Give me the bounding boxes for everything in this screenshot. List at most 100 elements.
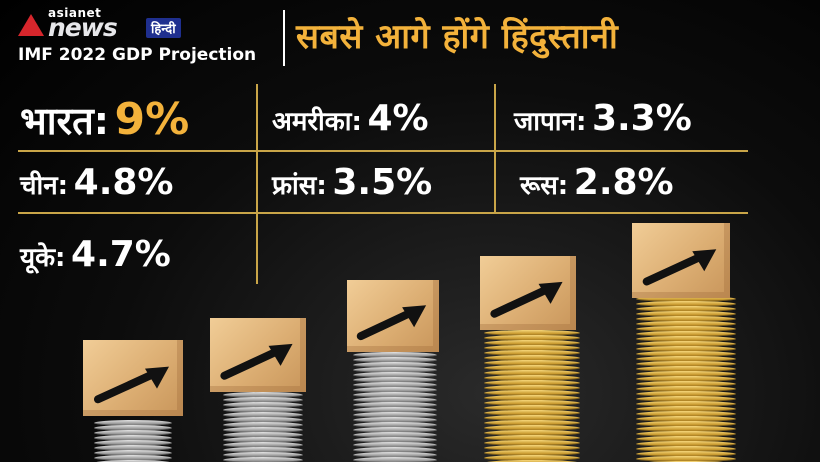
coin-stack-icon	[223, 457, 303, 462]
coin-stack-icon	[636, 411, 736, 417]
coin-stack-icon	[484, 460, 580, 462]
coin-stack-icon	[484, 420, 580, 426]
coin-stack-icon	[353, 407, 437, 413]
coin-stack-icon	[484, 455, 580, 461]
growth-value: 3.5%	[332, 162, 433, 203]
coin-stack-icon	[484, 415, 580, 421]
coin-stack-icon	[94, 450, 172, 456]
coin-stack-icon	[636, 306, 736, 312]
coin-stack-icon	[484, 400, 580, 406]
country-label: जापान:	[514, 107, 587, 137]
coin-stack-icon	[636, 346, 736, 352]
coin-stack-icon	[636, 386, 736, 392]
coin-stack-icon	[94, 455, 172, 461]
coin-stack-icon	[636, 441, 736, 447]
coin-stack-icon	[484, 370, 580, 376]
coin-stack-icon	[636, 436, 736, 442]
coin-stack-icon	[484, 430, 580, 436]
coin-stack-icon	[223, 422, 303, 428]
coin-stack-icon	[353, 367, 437, 373]
wooden-block-icon	[83, 340, 183, 416]
coin-stack-icon	[636, 406, 736, 412]
country-label: यूके:	[20, 243, 66, 273]
up-arrow-icon	[642, 249, 717, 286]
logo-brand-text: asianet	[48, 6, 102, 20]
coin-stack-icon	[223, 417, 303, 423]
coin-stack-icon	[94, 440, 172, 446]
header-divider	[283, 10, 285, 66]
coin-stack-icon	[353, 422, 437, 428]
logo-language-badge: हिन्दी	[146, 18, 181, 38]
country-label: भारत:	[20, 99, 109, 143]
growth-value: 3.3%	[591, 98, 692, 139]
up-arrow-icon	[490, 281, 563, 318]
wooden-block-icon	[480, 256, 576, 330]
coin-stack-icon	[484, 380, 580, 386]
coin-stack-icon	[353, 377, 437, 383]
coin-stack-icon	[484, 335, 580, 341]
coin-stack-icon	[223, 392, 303, 398]
coin-stack-icon	[223, 442, 303, 448]
growth-value: 2.8%	[573, 162, 674, 203]
grid-line-2	[18, 212, 748, 214]
coin-stack-icon	[636, 361, 736, 367]
coin-stack-icon	[636, 336, 736, 342]
coin-stack-icon	[636, 366, 736, 372]
growth-value: 4.8%	[73, 162, 174, 203]
coin-stack-icon	[636, 331, 736, 337]
grid-vline-1	[256, 84, 258, 284]
coin-stack-icon	[636, 421, 736, 427]
coin-stack-icon	[636, 301, 736, 307]
coin-stack-icon	[636, 376, 736, 382]
projection-india: भारत: 9%	[20, 94, 189, 146]
coin-stack-icon	[636, 371, 736, 377]
coin-stack-icon	[484, 435, 580, 441]
country-label: रूस:	[520, 171, 569, 201]
coin-stack-icon	[353, 357, 437, 363]
coin-stack-icon	[223, 397, 303, 403]
coin-stack-icon	[353, 417, 437, 423]
coin-stack-icon	[223, 427, 303, 433]
projection-china: चीन: 4.8%	[20, 162, 174, 203]
wooden-block-icon	[632, 223, 730, 298]
coin-stack-icon	[353, 427, 437, 433]
coin-stack-icon	[636, 381, 736, 387]
coin-stack-icon	[353, 392, 437, 398]
logo-triangle-icon	[18, 14, 44, 36]
coin-stack-icon	[94, 420, 172, 426]
coin-stack-icon	[94, 430, 172, 436]
growth-value: 9%	[114, 94, 190, 145]
coin-stack-icon	[353, 397, 437, 403]
coin-stack-icon	[353, 372, 437, 378]
coin-stack-icon	[484, 330, 580, 336]
coin-stack-icon	[636, 426, 736, 432]
projection-uk: यूके: 4.7%	[20, 234, 171, 275]
coin-stack-icon	[484, 345, 580, 351]
coin-stack-icon	[484, 425, 580, 431]
up-arrow-icon	[356, 305, 427, 341]
coin-stack-icon	[353, 457, 437, 462]
coin-stack-icon	[94, 445, 172, 451]
brand-logo: asianet news हिन्दी	[18, 6, 218, 42]
coin-stack-icon	[636, 401, 736, 407]
subtitle: IMF 2022 GDP Projection	[18, 45, 257, 65]
coin-stack-icon	[636, 351, 736, 357]
coin-stack-icon	[223, 452, 303, 458]
projection-france: फ्रांस: 3.5%	[272, 162, 432, 203]
projection-usa: अमरीका: 4%	[272, 98, 429, 139]
coin-stack-icon	[636, 416, 736, 422]
grid-vline-2	[494, 84, 496, 214]
coin-stack-icon	[94, 435, 172, 441]
logo-news-text: news	[48, 13, 118, 42]
coin-stack-icon	[636, 311, 736, 317]
coin-stack-icon	[353, 352, 437, 358]
coin-stack-icon	[484, 440, 580, 446]
coin-stack-icon	[353, 362, 437, 368]
coin-stack-icon	[223, 432, 303, 438]
coin-stack-icon	[636, 431, 736, 437]
coin-stack-icon	[353, 412, 437, 418]
coin-stack-icon	[484, 360, 580, 366]
coin-stack-icon	[484, 355, 580, 361]
coin-stack-icon	[223, 402, 303, 408]
